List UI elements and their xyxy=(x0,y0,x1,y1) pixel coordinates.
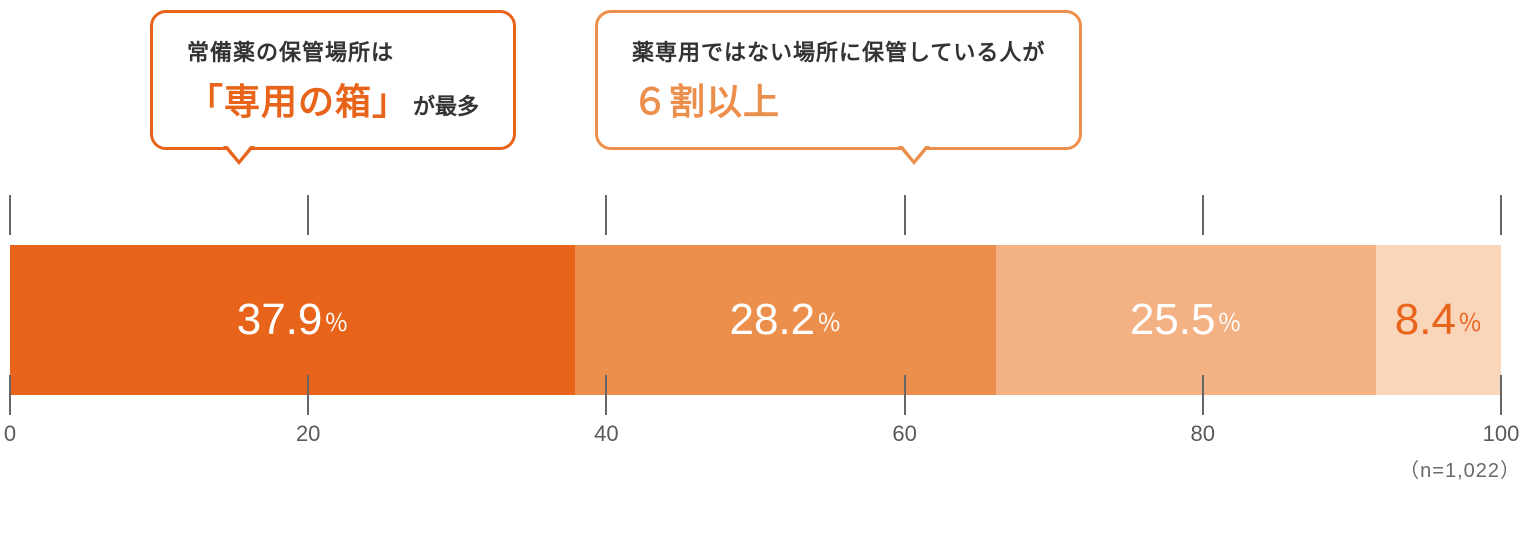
axis-tick-top xyxy=(1202,195,1204,235)
bar-segment-percent: ％ xyxy=(1458,303,1482,338)
bar-segment-value: 28.2 xyxy=(729,295,815,345)
axis-tick-label: 100 xyxy=(1483,421,1520,447)
bar-segment: 37.9％ xyxy=(10,245,575,395)
callout-right-tail-inner xyxy=(901,144,927,160)
callout-left-line1: 常備薬の保管場所は xyxy=(187,35,479,67)
axis-tick-label: 20 xyxy=(296,421,320,447)
bar-segment-percent: ％ xyxy=(817,303,841,338)
bar-segment: 28.2％ xyxy=(575,245,995,395)
axis-tick-bottom xyxy=(605,375,607,415)
callout-left: 常備薬の保管場所は 「専用の箱」 が最多 xyxy=(150,10,516,150)
axis-tick-bottom xyxy=(1202,375,1204,415)
axis-tick-top xyxy=(307,195,309,235)
axis-tick-top xyxy=(1500,195,1502,235)
axis-tick-label: 80 xyxy=(1191,421,1215,447)
bar-segment-value: 37.9 xyxy=(237,295,323,345)
chart-container: 37.9％28.2％25.5％8.4％ 020406080100 （n=1,02… xyxy=(0,195,1521,445)
sample-size-label: （n=1,022） xyxy=(1399,454,1521,483)
axis-area: 37.9％28.2％25.5％8.4％ 020406080100 xyxy=(10,195,1501,445)
callout-left-emphasis: 「専用の箱」 xyxy=(187,73,409,125)
axis-tick-top xyxy=(904,195,906,235)
axis-tick-top xyxy=(9,195,11,235)
axis-tick-top xyxy=(605,195,607,235)
bar-segment: 25.5％ xyxy=(996,245,1376,395)
axis-tick-label: 40 xyxy=(594,421,618,447)
callout-left-line2: 「専用の箱」 が最多 xyxy=(187,73,479,125)
bar-segment: 8.4％ xyxy=(1376,245,1501,395)
callout-right-emphasis: ６割以上 xyxy=(632,73,780,125)
callout-right: 薬専用ではない場所に保管している人が ６割以上 xyxy=(595,10,1082,150)
callout-left-suffix: が最多 xyxy=(413,89,479,121)
axis-tick-bottom xyxy=(904,375,906,415)
bar-segment-value: 8.4 xyxy=(1395,295,1456,345)
axis-tick-bottom xyxy=(307,375,309,415)
callout-right-line1: 薬専用ではない場所に保管している人が xyxy=(632,35,1045,67)
stacked-bar: 37.9％28.2％25.5％8.4％ xyxy=(10,245,1501,395)
bar-segment-percent: ％ xyxy=(1217,303,1241,338)
axis-tick-label: 0 xyxy=(4,421,16,447)
bar-segment-percent: ％ xyxy=(324,303,348,338)
callout-right-line2: ６割以上 xyxy=(632,73,1045,125)
callout-left-tail-inner xyxy=(226,144,252,160)
axis-tick-bottom xyxy=(9,375,11,415)
axis-tick-bottom xyxy=(1500,375,1502,415)
callouts-row: 常備薬の保管場所は 「専用の箱」 が最多 薬専用ではない場所に保管している人が … xyxy=(0,0,1521,185)
bar-segment-value: 25.5 xyxy=(1130,295,1216,345)
axis-tick-label: 60 xyxy=(892,421,916,447)
